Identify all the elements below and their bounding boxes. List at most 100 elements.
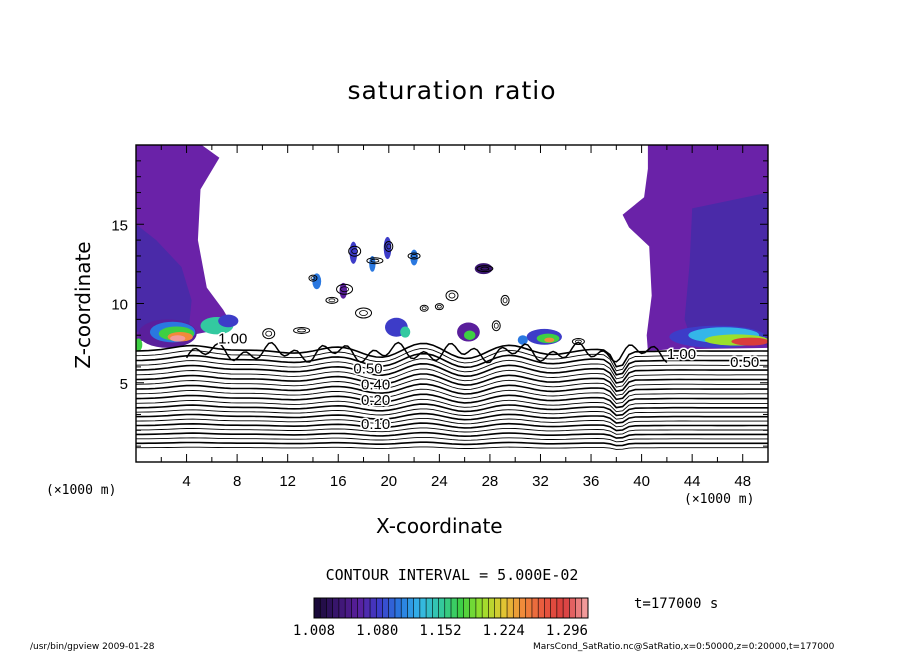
region-right-inner — [684, 192, 768, 345]
contour-line — [136, 441, 768, 447]
contour-line — [136, 342, 768, 368]
contour-cell — [410, 254, 418, 258]
colorbar-swatch — [451, 598, 458, 618]
region-left-inner — [136, 224, 192, 332]
contour-cell — [348, 245, 362, 257]
colorbar-swatch — [407, 598, 415, 618]
contour-cell — [436, 304, 442, 309]
contour-cell — [575, 339, 582, 344]
contour-labels: 0.100.200.400.501.001.00 0.50 — [217, 329, 761, 435]
contour-line — [185, 341, 668, 364]
colorbar-swatch — [544, 598, 552, 618]
colorbar-swatch — [550, 598, 558, 618]
contour-label: 0.50 — [730, 354, 759, 371]
saturation-blob — [170, 335, 186, 342]
colorbar — [313, 597, 589, 619]
contour-cell — [325, 296, 339, 304]
contour-line — [136, 436, 768, 443]
contour-cell — [262, 328, 276, 340]
x-unit-label-left: (×1000 m) — [46, 483, 117, 498]
contour-cell — [419, 304, 429, 312]
colorbar-swatch — [519, 598, 527, 618]
colorbar-swatch — [351, 598, 359, 618]
contour-interval-label: CONTOUR INTERVAL = 5.000E-02 — [325, 566, 579, 584]
contour-line — [136, 368, 768, 388]
contour-cell — [384, 240, 394, 252]
contour-cell — [571, 338, 585, 346]
contour-cell — [502, 297, 508, 304]
chart-title: saturation ratio — [347, 76, 557, 105]
contour-line — [136, 352, 768, 376]
saturation-blob — [464, 330, 476, 340]
contour-line — [136, 422, 768, 432]
colorbar-swatch — [332, 598, 340, 618]
contour-label: 0.50 — [353, 360, 382, 377]
saturation-blob — [474, 263, 493, 275]
colorbar-swatch — [419, 598, 427, 618]
contour-line — [136, 408, 768, 420]
contour-label: 0.20 — [361, 392, 390, 409]
colorbar-swatch — [525, 598, 533, 618]
y-tick-label: 5 — [120, 376, 128, 393]
contour-cell — [340, 286, 349, 293]
colorbar-swatch — [575, 598, 583, 618]
contour-cell — [293, 326, 311, 334]
contour-line — [136, 427, 768, 435]
contour-line — [136, 373, 768, 393]
colorbar-swatch — [426, 598, 433, 618]
contour-line — [136, 431, 768, 439]
saturation-blob — [731, 337, 768, 346]
contour-line — [136, 446, 768, 450]
x-tick-label: 4 — [182, 473, 190, 490]
colorbar-swatch — [438, 598, 446, 618]
colorbar-swatch — [357, 598, 365, 618]
contour-line — [136, 383, 768, 401]
contour-line — [136, 388, 768, 404]
contour-cell — [310, 276, 316, 281]
contour-cell — [480, 266, 490, 271]
y-axis-ticks: 5 10 15 — [111, 160, 768, 447]
contour-cell — [476, 265, 494, 273]
colorbar-swatch — [338, 598, 346, 618]
colorbar-swatch — [382, 598, 390, 618]
footer-left: /usr/bin/gpview 2009-01-28 — [30, 642, 155, 652]
colorbar-swatch — [469, 598, 477, 618]
contour-lines — [136, 240, 768, 450]
contour-line — [136, 393, 768, 409]
x-tick-label: 8 — [233, 473, 241, 490]
x-axis-label: X-coordinate — [376, 514, 503, 538]
contour-line — [136, 362, 768, 384]
x-tick-label: 20 — [380, 473, 397, 490]
colorbar-swatch — [500, 598, 508, 618]
colorbar-swatch — [482, 598, 489, 618]
colorbar-swatch — [444, 598, 452, 618]
contour-cell — [336, 283, 354, 295]
footer-right: MarsCond_SatRatio.nc@SatRatio,x=0:50000,… — [533, 642, 835, 652]
contour-line — [136, 358, 768, 380]
y-tick-label: 10 — [111, 297, 128, 314]
contour-cell — [265, 330, 273, 337]
x-tick-label: 44 — [684, 473, 701, 490]
saturation-blob — [136, 338, 143, 352]
colorbar-swatch — [401, 598, 408, 618]
contour-cell — [445, 290, 459, 302]
contour-cell — [434, 303, 444, 311]
colorbar-swatch — [363, 598, 371, 618]
x-tick-label: 12 — [279, 473, 296, 490]
contour-cell — [366, 257, 384, 265]
colorbar-tick-label: 1.296 — [545, 623, 588, 639]
colorbar-swatch — [507, 598, 514, 618]
contour-cell — [407, 252, 421, 260]
x-axis-ticks: 4 8 12 16 20 24 28 32 36 40 44 48 — [160, 145, 751, 490]
colorbar-swatch — [563, 598, 570, 618]
colorbar-swatch — [376, 598, 383, 618]
shaded-region — [136, 145, 768, 352]
x-tick-label: 16 — [330, 473, 347, 490]
contour-line — [136, 378, 768, 396]
contour-label: 1.00 — [667, 346, 696, 363]
colorbar-swatch — [457, 598, 464, 618]
time-label: t=177000 s — [634, 596, 719, 612]
contour-cell — [386, 243, 392, 250]
colorbar-swatch — [475, 598, 483, 618]
